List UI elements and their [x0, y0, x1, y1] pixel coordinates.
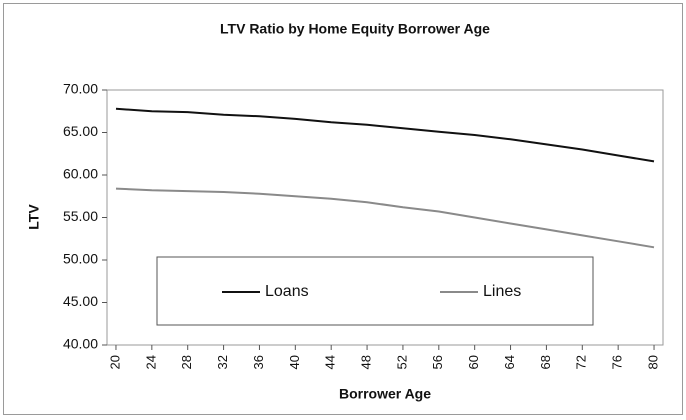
x-tick-label: 56	[430, 355, 445, 369]
y-tick-label: 55.00	[63, 208, 98, 224]
x-axis-label: Borrower Age	[339, 386, 431, 402]
x-tick-label: 68	[538, 355, 553, 369]
y-tick-label: 50.00	[63, 251, 98, 267]
x-tick-label: 48	[359, 355, 374, 369]
y-tick-label: 40.00	[63, 336, 98, 352]
y-tick-label: 60.00	[63, 166, 98, 182]
x-tick-label: 76	[610, 355, 625, 369]
x-tick-label: 60	[466, 355, 481, 369]
y-axis-label: LTV	[26, 204, 42, 230]
x-tick-label: 28	[179, 355, 194, 369]
x-tick-label: 40	[287, 355, 302, 369]
legend-label: Lines	[483, 283, 521, 300]
x-tick-label: 44	[323, 355, 338, 369]
x-tick-label: 24	[143, 355, 158, 369]
legend-label: Loans	[265, 283, 309, 300]
y-tick-label: 65.00	[63, 123, 98, 139]
line-series	[115, 187, 655, 249]
y-tick-label: 70.00	[63, 81, 98, 97]
x-tick-label: 80	[645, 355, 660, 369]
x-tick-label: 64	[502, 355, 517, 369]
x-tick-label: 72	[574, 355, 589, 369]
x-tick-label: 52	[394, 355, 409, 369]
line-series	[115, 107, 655, 163]
x-tick-label: 36	[251, 355, 266, 369]
chart-title: LTV Ratio by Home Equity Borrower Age	[220, 21, 490, 37]
x-tick-label: 20	[107, 355, 122, 369]
x-tick-label: 32	[215, 355, 230, 369]
y-tick-label: 45.00	[63, 293, 98, 309]
